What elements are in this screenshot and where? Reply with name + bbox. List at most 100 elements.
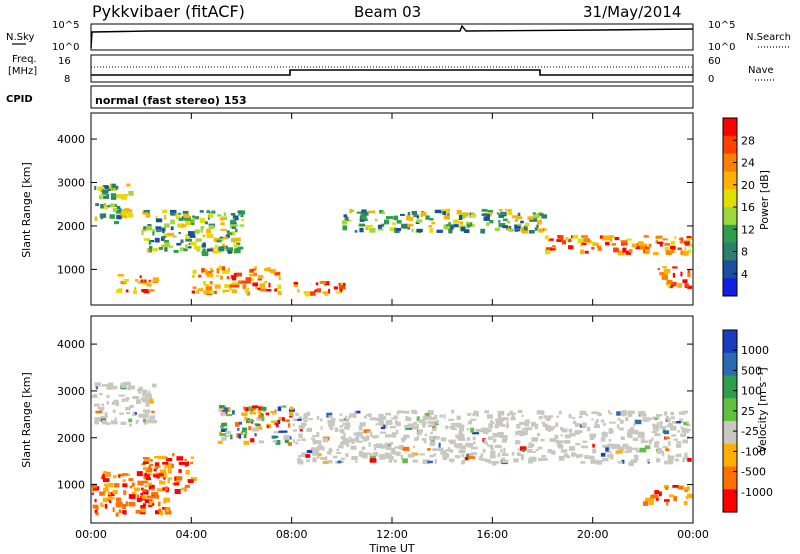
heatmap-cell — [572, 234, 579, 239]
colorbar-tick-label: 8 — [741, 246, 748, 259]
heatmap-cell — [278, 416, 282, 421]
heatmap-cell — [644, 248, 651, 253]
heatmap-cell — [136, 419, 139, 423]
cpid-text: normal (fast stereo) 153 — [95, 94, 247, 107]
heatmap-cell — [102, 471, 108, 477]
heatmap-cell — [497, 431, 504, 437]
heatmap-cell — [242, 284, 247, 289]
heatmap-cell — [288, 423, 291, 428]
heatmap-cell — [421, 211, 427, 216]
colorbar-segment — [723, 421, 737, 445]
heatmap-cell — [167, 232, 174, 237]
heatmap-cell — [534, 227, 538, 231]
heatmap-cell — [680, 433, 686, 437]
heatmap-cell — [94, 421, 99, 425]
heatmap-cell — [361, 446, 364, 450]
colorbar-frame — [722, 329, 738, 513]
heatmap-cell — [471, 446, 478, 450]
heatmap-cell — [159, 510, 164, 516]
heatmap-cell — [675, 458, 679, 462]
heatmap-cell — [252, 272, 257, 277]
heatmap-cell — [155, 227, 162, 233]
heatmap-cell — [675, 453, 680, 457]
heatmap-cell — [506, 413, 510, 417]
heatmap-cell — [120, 382, 125, 386]
heatmap-cell — [312, 439, 318, 442]
heatmap-cell — [614, 237, 620, 241]
heatmap-cell — [266, 425, 269, 428]
heatmap-cell — [353, 413, 357, 419]
heatmap-cell — [685, 283, 689, 288]
heatmap-cell — [557, 445, 564, 448]
heatmap-cell — [629, 433, 632, 439]
heatmap-cell — [541, 457, 548, 461]
heatmap-cell — [277, 290, 282, 295]
heatmap-cell — [362, 211, 369, 216]
heatmap-cell — [110, 196, 117, 200]
heatmap-cell — [522, 430, 528, 436]
heatmap-cell — [642, 501, 649, 506]
heatmap-cell — [563, 453, 569, 458]
heatmap-cell — [549, 238, 554, 241]
heatmap-cell — [428, 225, 433, 228]
heatmap-cell — [220, 410, 225, 413]
heatmap-cell — [244, 430, 248, 435]
heatmap-cell — [516, 216, 523, 220]
heatmap-cell — [671, 249, 675, 253]
heatmap-cell — [252, 268, 257, 271]
heatmap-cell — [185, 244, 188, 249]
heatmap-cell — [450, 422, 456, 426]
heatmap-cell — [301, 438, 306, 441]
heatmap-cell — [429, 435, 435, 441]
heatmap-cell — [664, 271, 668, 276]
heatmap-cell — [400, 454, 403, 460]
heatmap-cell — [217, 214, 222, 217]
heatmap-cell — [665, 416, 669, 421]
heatmap-cell — [381, 211, 385, 215]
heatmap-cell — [115, 185, 119, 190]
heatmap-cell — [686, 421, 689, 424]
heatmap-cell — [221, 429, 226, 432]
heatmap-cell — [289, 406, 294, 411]
heatmap-cell — [411, 228, 414, 233]
heatmap-cell — [264, 280, 268, 283]
heatmap-cell — [495, 461, 500, 464]
heatmap-cell — [265, 412, 270, 416]
colorbar-segment — [723, 171, 737, 190]
heatmap-cell — [143, 457, 151, 462]
heatmap-cell — [396, 220, 402, 224]
heatmap-cell — [411, 211, 417, 215]
heatmap-cell — [613, 247, 619, 253]
heatmap-cell — [100, 415, 107, 420]
heatmap-cell — [436, 229, 443, 233]
colorbar-segment — [723, 118, 737, 137]
heatmap-cell — [687, 269, 691, 275]
heatmap-cell — [580, 244, 583, 247]
heatmap-cell — [227, 232, 233, 235]
heatmap-cell — [430, 454, 434, 457]
heatmap-cell — [670, 411, 674, 416]
heatmap-cell — [427, 415, 432, 420]
heatmap-cell — [125, 398, 129, 402]
heatmap-cell — [106, 422, 111, 426]
heatmap-cell — [683, 501, 688, 506]
heatmap-cell — [663, 268, 671, 273]
heatmap-cell — [94, 216, 98, 221]
heatmap-cell — [494, 444, 502, 449]
y-tick-label: 4000 — [57, 338, 85, 351]
heatmap-cell — [381, 223, 385, 227]
heatmap-cell — [264, 268, 270, 272]
heatmap-cell — [659, 421, 663, 426]
heatmap-cell — [685, 496, 689, 500]
heatmap-cell — [578, 430, 583, 433]
heatmap-cell — [686, 428, 689, 433]
heatmap-cell — [405, 417, 412, 421]
x-tick-label: 00:00 — [677, 528, 709, 541]
heatmap-cell — [129, 423, 132, 427]
heatmap-cell — [146, 472, 152, 476]
heatmap-cell — [235, 228, 238, 233]
heatmap-cell — [655, 240, 658, 244]
heatmap-cell — [106, 384, 109, 389]
heatmap-cell — [148, 465, 152, 469]
heatmap-cell — [165, 463, 172, 467]
